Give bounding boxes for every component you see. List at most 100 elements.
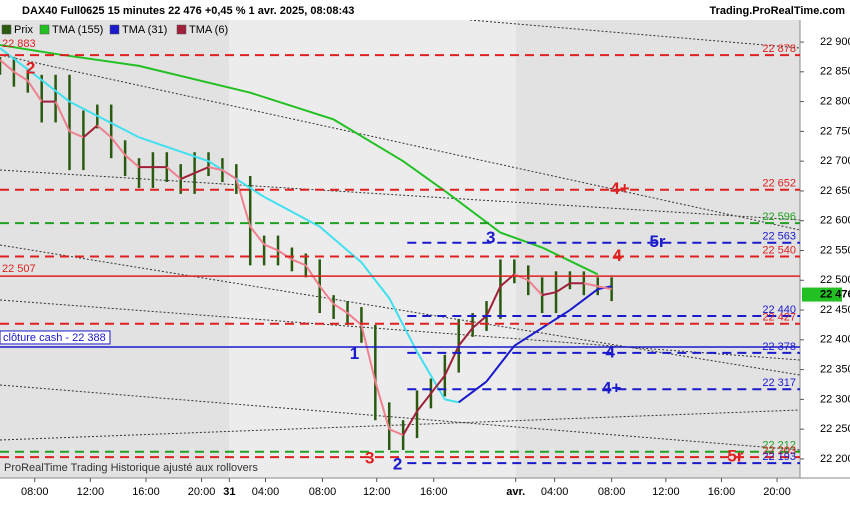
ma-line <box>569 288 599 311</box>
ma-line <box>457 327 474 347</box>
x-tick-label: 12:00 <box>77 486 105 498</box>
annotation: 5r <box>649 232 665 251</box>
ma-line <box>138 136 209 163</box>
legend-label: Prix <box>14 24 33 36</box>
level-label: 22 596 <box>762 211 796 223</box>
ma-line <box>360 324 377 382</box>
ma-line <box>208 166 223 172</box>
y-tick-label: 22 600 <box>820 215 850 227</box>
ma-line <box>319 225 363 264</box>
level-label: 22 440 <box>762 304 796 316</box>
x-tick-label: avr. <box>506 486 525 498</box>
ma-line <box>291 258 307 267</box>
last-price-label: 22 476 <box>820 288 850 300</box>
y-tick-label: 22 250 <box>820 423 850 435</box>
y-tick-label: 22 550 <box>820 244 850 256</box>
annotation: 4 <box>606 342 616 361</box>
x-tick-label: 04:00 <box>252 486 280 498</box>
ma-line <box>166 166 182 180</box>
annotation: 4+ <box>610 179 629 198</box>
x-tick-label: 31 <box>223 486 235 498</box>
legend-swatch <box>39 24 50 35</box>
ma-line <box>221 169 237 180</box>
ma-line <box>513 327 543 347</box>
ma-line <box>82 124 98 139</box>
level-label: 22 193 <box>762 451 796 463</box>
ma-line <box>346 312 363 326</box>
x-tick-label: 08:00 <box>309 486 337 498</box>
x-tick-label: 12:00 <box>363 486 391 498</box>
level-label: 22 317 <box>762 377 796 389</box>
ma-line <box>471 315 488 329</box>
last-price-box <box>802 287 842 302</box>
ma-line <box>430 374 446 395</box>
ma-line <box>555 282 571 294</box>
annotation: 3 <box>365 448 374 467</box>
level-label: 22 540 <box>762 244 796 256</box>
level-label: 22 652 <box>762 178 796 190</box>
ma-line <box>388 297 418 353</box>
ma-line <box>402 410 418 436</box>
y-tick-label: 22 850 <box>820 66 850 78</box>
top-left-label: 22 883 <box>2 38 36 50</box>
ma-line <box>444 398 459 404</box>
y-tick-label: 22 300 <box>820 393 850 405</box>
ma-line <box>69 100 140 139</box>
legend-label: TMA (6) <box>189 24 228 36</box>
ma-line <box>180 172 196 180</box>
ma-line <box>333 303 349 314</box>
ma-line <box>374 381 391 430</box>
x-tick-label: 04:00 <box>541 486 569 498</box>
level-label: 22 563 <box>762 231 796 243</box>
ma-line <box>388 428 404 437</box>
level-label: 22 507 <box>2 263 36 275</box>
ma-line <box>541 291 557 297</box>
ma-line <box>69 130 84 139</box>
legend-swatch <box>1 24 12 35</box>
ma-line <box>124 154 140 168</box>
y-tick-label: 22 200 <box>820 453 850 465</box>
y-tick-label: 22 500 <box>820 274 850 286</box>
level-label: 22 427 <box>762 312 796 324</box>
legend-label: TMA (155) <box>52 24 103 36</box>
y-tick-label: 22 700 <box>820 155 850 167</box>
x-tick-label: 16:00 <box>132 486 160 498</box>
footer: ProRealTime Trading Historique ajusté au… <box>4 462 258 474</box>
header-site: Trading.ProRealTime.com <box>709 5 845 17</box>
x-tick-label: 08:00 <box>21 486 49 498</box>
header-title: DAX40 Full0625 15 minutes 22 476 +0,45 %… <box>22 5 354 17</box>
close-box <box>0 330 111 345</box>
y-tick-label: 22 450 <box>820 304 850 316</box>
ma-line <box>26 80 43 103</box>
ma-line <box>360 261 391 299</box>
level-label: clôture cash - 22 388 <box>3 332 106 344</box>
x-tick-label: 20:00 <box>188 486 216 498</box>
legend-label: TMA (31) <box>122 24 167 36</box>
annotation: 2 <box>393 454 402 473</box>
annotation: 4+ <box>602 379 621 398</box>
y-tick-label: 22 900 <box>820 36 850 48</box>
ma-line <box>583 282 598 288</box>
x-tick-label: 12:00 <box>652 486 680 498</box>
level-label: 22 203 <box>762 445 796 457</box>
ma-line <box>96 124 112 139</box>
header-bg <box>0 0 850 20</box>
ma-line <box>485 285 502 317</box>
annotation: 2 <box>26 58 35 77</box>
legend-swatch <box>109 24 120 35</box>
ma-line <box>416 351 446 400</box>
ma-line <box>13 70 29 82</box>
annotation: 3 <box>486 228 495 247</box>
ma-line <box>263 243 279 252</box>
x-tick-label: 20:00 <box>763 486 791 498</box>
level-label: 22 378 <box>762 341 796 353</box>
ma-line <box>318 285 335 305</box>
ma-line <box>54 101 71 132</box>
ma-line <box>527 279 543 296</box>
y-tick-label: 22 400 <box>820 334 850 346</box>
ma-line <box>0 47 71 103</box>
ma-line <box>263 196 321 228</box>
trendlines <box>0 19 801 451</box>
level-label: 22 212 <box>762 440 796 452</box>
